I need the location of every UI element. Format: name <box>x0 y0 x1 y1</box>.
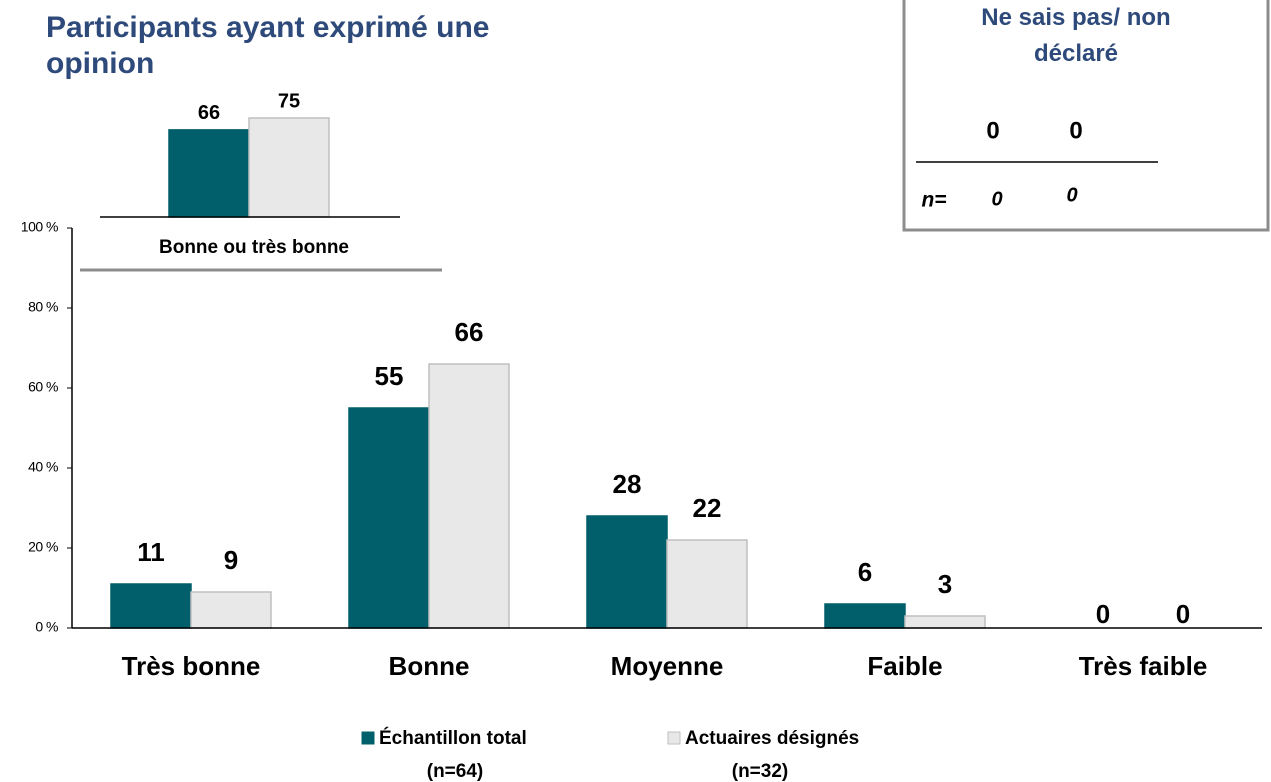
data-label: 0 <box>1176 599 1190 629</box>
bar <box>248 117 330 218</box>
legend-label: Échantillon total <box>379 727 527 749</box>
bar <box>190 591 272 629</box>
bar <box>348 407 430 629</box>
legend-label: Actuaires désignés <box>685 728 859 749</box>
side-n-value: 0 <box>991 188 1002 210</box>
bar <box>110 583 192 629</box>
legend-swatch <box>361 731 375 745</box>
legend-swatch <box>667 731 681 745</box>
y-tick-label: 60 % <box>28 379 58 395</box>
data-label: 22 <box>693 493 722 523</box>
bar <box>168 129 250 218</box>
side-box-title: Ne sais pas/ non déclaré <box>981 4 1171 67</box>
data-label: 66 <box>198 102 220 124</box>
x-tick-label: Bonne <box>389 651 470 681</box>
data-label: 55 <box>375 361 404 391</box>
bar <box>586 515 668 629</box>
y-tick-label: 100 % <box>21 219 58 235</box>
data-label: 3 <box>938 569 952 599</box>
inset-title: Participants ayant exprimé une opinion <box>46 11 490 80</box>
data-label: 9 <box>224 545 238 575</box>
side-value: 0 <box>986 117 999 144</box>
y-tick-label: 0 % <box>35 619 58 635</box>
bar <box>824 603 906 629</box>
x-tick-label: Bonne ou très bonne <box>159 237 349 258</box>
legend-sample: (n=64) <box>427 761 484 782</box>
data-label: 66 <box>455 317 484 347</box>
data-label: 11 <box>137 537 165 567</box>
x-tick-label: Très bonne <box>122 651 261 681</box>
side-box <box>902 0 1270 232</box>
x-tick-label: Moyenne <box>611 651 724 681</box>
bar <box>666 539 748 629</box>
side-n-value: 0 <box>1066 184 1077 206</box>
data-label: 28 <box>613 469 642 499</box>
y-tick-label: 20 % <box>28 539 58 555</box>
y-tick-label: 80 % <box>28 299 58 315</box>
x-tick-label: Faible <box>867 651 942 681</box>
legend-sample: (n=32) <box>732 761 789 782</box>
y-tick-label: 40 % <box>28 459 58 475</box>
bar <box>904 615 986 629</box>
n-label: n= <box>921 189 946 212</box>
data-label: 0 <box>1096 599 1110 629</box>
data-label: 6 <box>858 557 872 587</box>
bar <box>428 363 510 629</box>
x-tick-label: Très faible <box>1079 651 1208 681</box>
data-label: 75 <box>278 90 300 112</box>
side-value: 0 <box>1069 117 1082 144</box>
